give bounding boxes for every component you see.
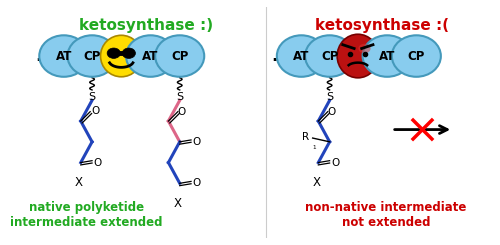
Ellipse shape: [107, 48, 120, 58]
Text: O: O: [92, 106, 100, 116]
Ellipse shape: [68, 35, 116, 77]
Ellipse shape: [126, 35, 175, 77]
Text: O: O: [192, 178, 201, 188]
Text: S: S: [176, 92, 184, 102]
Text: CP: CP: [321, 49, 338, 62]
Ellipse shape: [337, 34, 378, 78]
Ellipse shape: [155, 35, 204, 77]
Ellipse shape: [122, 48, 136, 58]
Circle shape: [100, 35, 142, 77]
Text: O: O: [331, 158, 340, 168]
Text: AT: AT: [379, 49, 396, 62]
Text: ...: ...: [271, 47, 290, 65]
Text: S: S: [326, 92, 333, 102]
Text: AT: AT: [56, 49, 72, 62]
Text: non-native intermediate
not extended: non-native intermediate not extended: [306, 201, 467, 230]
Ellipse shape: [358, 44, 370, 53]
Text: AT: AT: [142, 49, 158, 62]
Text: CP: CP: [84, 49, 100, 62]
Text: $_1$: $_1$: [312, 143, 317, 152]
Ellipse shape: [40, 35, 88, 77]
Text: CP: CP: [408, 49, 425, 62]
Text: S: S: [88, 92, 96, 102]
Text: X: X: [75, 176, 83, 189]
Text: X: X: [312, 176, 320, 189]
Text: native polyketide
intermediate extended: native polyketide intermediate extended: [10, 201, 162, 230]
Ellipse shape: [362, 35, 412, 77]
Text: CP: CP: [171, 49, 188, 62]
Text: AT: AT: [293, 49, 310, 62]
Ellipse shape: [277, 35, 326, 77]
Text: ketosynthase :(: ketosynthase :(: [316, 18, 450, 33]
Text: O: O: [192, 137, 201, 147]
Text: O: O: [178, 107, 186, 117]
Text: O: O: [94, 158, 102, 168]
Ellipse shape: [392, 35, 441, 77]
Ellipse shape: [305, 35, 354, 77]
Text: ...: ...: [36, 47, 54, 65]
Text: ketosynthase :): ketosynthase :): [78, 18, 213, 33]
Text: X: X: [174, 196, 182, 209]
Text: R: R: [302, 132, 309, 142]
Text: O: O: [328, 107, 336, 117]
